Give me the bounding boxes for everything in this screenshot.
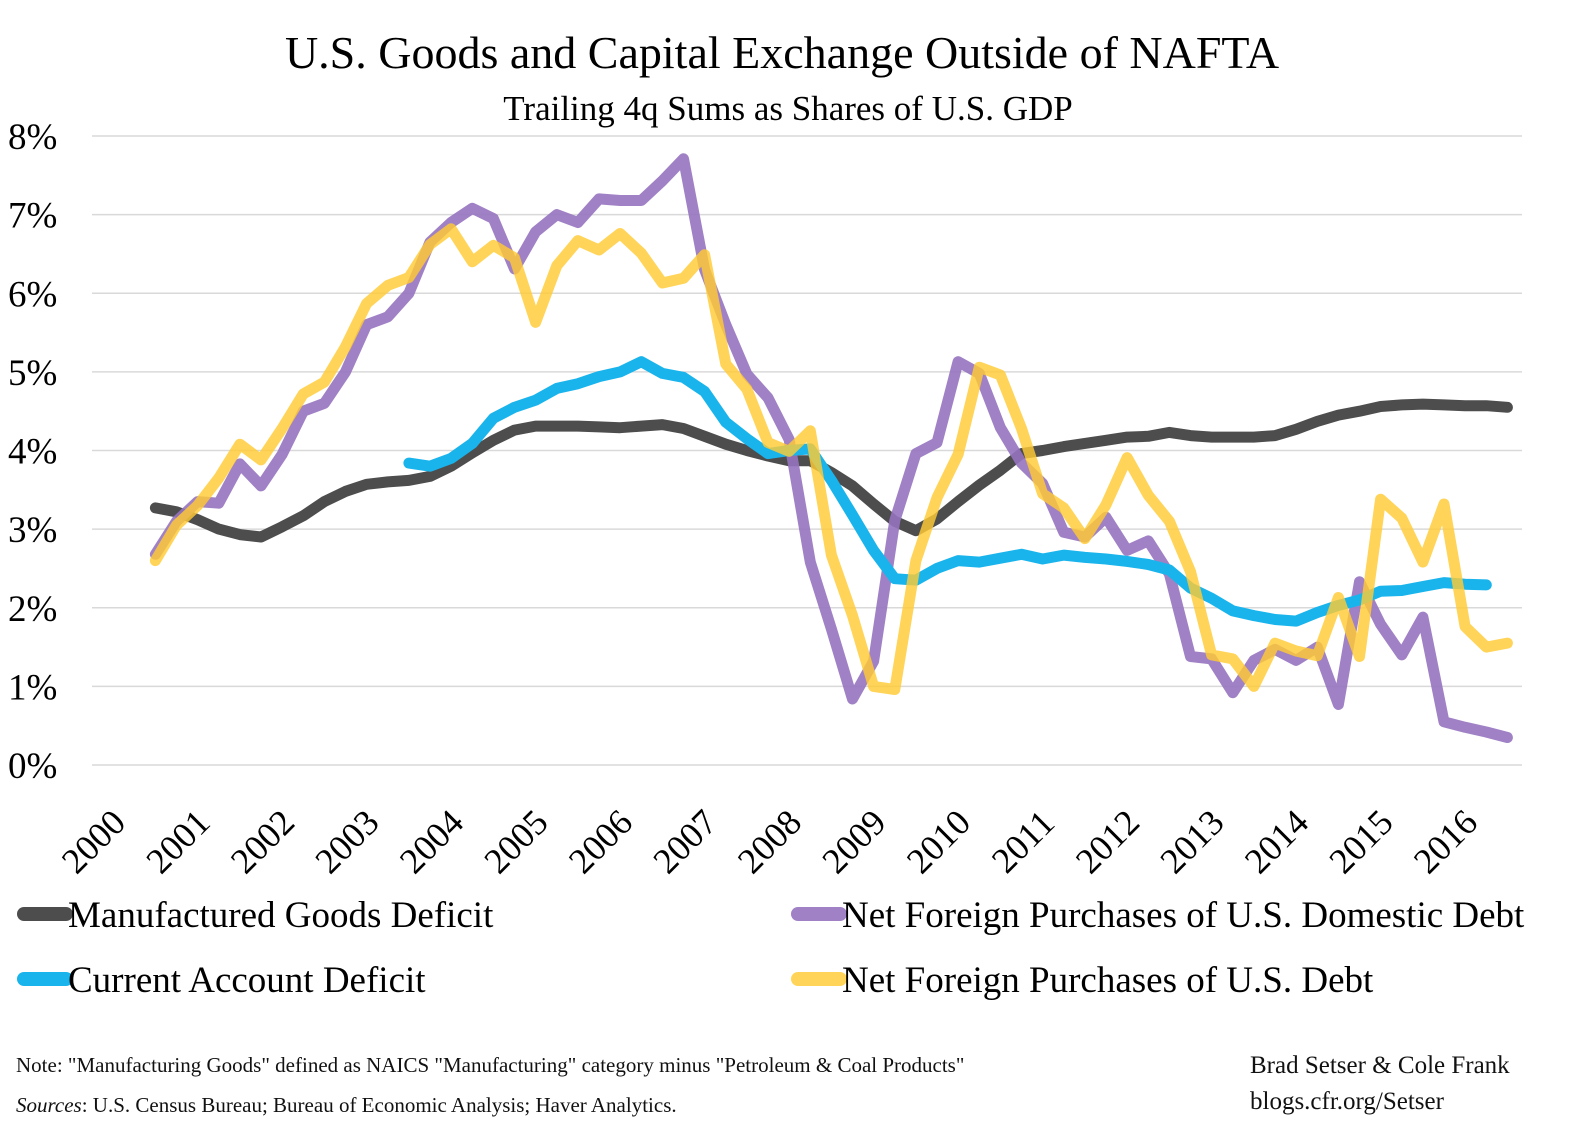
x-tick-label: 2004 [392, 802, 471, 881]
y-tick-label: 1% [8, 667, 57, 708]
series-line-4 [149, 223, 1513, 695]
chart-subtitle: Trailing 4q Sums as Shares of U.S. GDP [503, 89, 1072, 128]
chart-title: U.S. Goods and Capital Exchange Outside … [285, 27, 1279, 78]
sources-text: : U.S. Census Bureau; Bureau of Economic… [81, 1093, 677, 1117]
legend: Manufactured Goods Deficit Net Foreign Pu… [17, 895, 1525, 1001]
x-tick-label: 2015 [1321, 802, 1400, 881]
x-tick-label: 2000 [54, 802, 133, 881]
x-tick-label: 2010 [899, 802, 978, 881]
x-tick-label: 2012 [1068, 802, 1147, 881]
plot-area [149, 153, 1513, 743]
y-axis: 0% 1% 2% 3% 4% 5% 6% 7% 8% [8, 117, 57, 787]
x-tick-label: 2002 [223, 802, 302, 881]
series-line-3 [403, 356, 1492, 627]
credit-url: blogs.cfr.org/Setser [1250, 1088, 1444, 1115]
y-tick-label: 6% [8, 274, 57, 315]
x-tick-label: 2014 [1237, 802, 1316, 881]
series-line-2 [149, 153, 1513, 743]
x-tick-label: 2005 [476, 802, 555, 881]
legend-label: Net Foreign Purchases of U.S. Domestic D… [842, 895, 1525, 936]
y-tick-label: 3% [8, 510, 57, 551]
sources-label: Sources [16, 1093, 82, 1117]
x-axis: 2000 2001 2002 2003 2004 2005 2006 2007 2008 2009… [54, 802, 1485, 881]
x-tick-label: 2006 [561, 802, 640, 881]
y-tick-label: 8% [8, 117, 57, 158]
legend-label: Manufactured Goods Deficit [68, 895, 494, 936]
y-tick-label: 4% [8, 432, 57, 473]
credit: Brad Setser & Cole Frank blogs.cfr.org/S… [1250, 1048, 1510, 1120]
y-tick-label: 0% [8, 746, 57, 787]
credit-authors: Brad Setser & Cole Frank [1250, 1052, 1510, 1079]
y-tick-label: 5% [8, 353, 57, 394]
x-tick-label: 2013 [1152, 802, 1231, 881]
x-tick-label: 2008 [730, 802, 809, 881]
legend-label: Current Account Deficit [68, 960, 426, 1001]
y-tick-label: 7% [8, 196, 57, 237]
x-tick-label: 2003 [307, 802, 386, 881]
x-tick-label: 2007 [645, 802, 724, 881]
x-tick-label: 2001 [138, 802, 217, 881]
x-tick-label: 2011 [984, 802, 1062, 880]
x-tick-label: 2016 [1406, 802, 1485, 881]
footnote: Note: "Manufacturing Goods" defined as N… [16, 1053, 965, 1077]
x-tick-label: 2009 [814, 802, 893, 881]
legend-label: Net Foreign Purchases of U.S. Debt [842, 960, 1374, 1001]
sources-line: Sources: U.S. Census Bureau; Bureau of E… [16, 1093, 677, 1118]
y-tick-label: 2% [8, 589, 57, 630]
